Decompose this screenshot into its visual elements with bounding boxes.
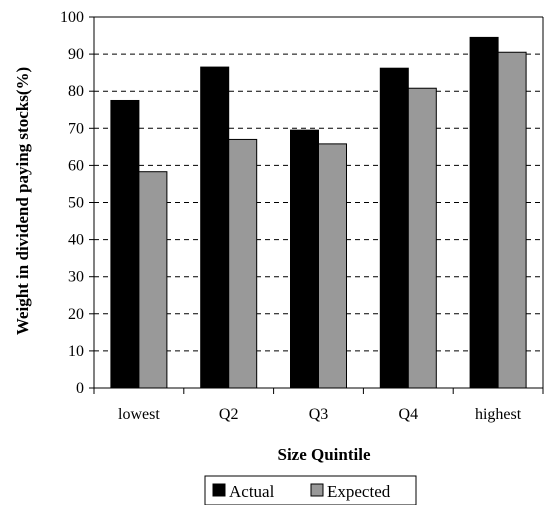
x-tick-label: Q4	[399, 406, 419, 423]
bar-actual-lowest	[110, 99, 140, 389]
x-tick-label: highest	[475, 406, 522, 423]
bar-actual-q2	[200, 66, 230, 389]
bar-expected-lowest	[138, 171, 168, 389]
gridlines	[94, 16, 544, 388]
x-axis-title: Size Quintile	[277, 445, 370, 464]
x-tick-label: Q3	[309, 406, 329, 423]
y-tick-label: 0	[76, 380, 84, 397]
y-tick-label: 50	[68, 195, 84, 212]
y-axis-title: Weight in dividend paying stocks(%)	[13, 67, 32, 335]
bars	[110, 36, 527, 389]
y-tick-label: 80	[68, 83, 84, 100]
x-tick-label: Q2	[219, 406, 239, 423]
bar-actual-q3	[290, 129, 319, 389]
bar-expected-q3	[318, 143, 347, 389]
legend-label-actual: Actual	[229, 482, 275, 501]
bar-actual-q4	[379, 67, 409, 389]
legend-swatch-actual	[212, 483, 226, 497]
legend: Actual Expected	[204, 475, 417, 505]
y-tick-label: 30	[68, 269, 84, 286]
bar-expected-highest	[497, 51, 527, 389]
bar-expected-q2	[228, 138, 258, 389]
axes	[89, 16, 544, 394]
x-tick-labels: lowest Q2 Q3 Q4 highest	[118, 406, 522, 423]
y-tick-label: 90	[68, 46, 84, 63]
x-tick-label: lowest	[118, 406, 160, 423]
y-tick-label: 60	[68, 157, 84, 174]
bar-actual-highest	[469, 36, 499, 389]
legend-swatch-expected	[310, 483, 324, 497]
y-tick-label: 20	[68, 306, 84, 323]
bar-expected-q4	[407, 87, 437, 389]
y-tick-label: 40	[68, 232, 84, 249]
y-tick-labels: 0 10 20 30 40 50 60 70 80 90 100	[60, 9, 84, 397]
y-tick-label: 100	[60, 9, 84, 26]
y-tick-label: 10	[68, 343, 84, 360]
legend-label-expected: Expected	[327, 482, 391, 501]
y-tick-label: 70	[68, 120, 84, 137]
